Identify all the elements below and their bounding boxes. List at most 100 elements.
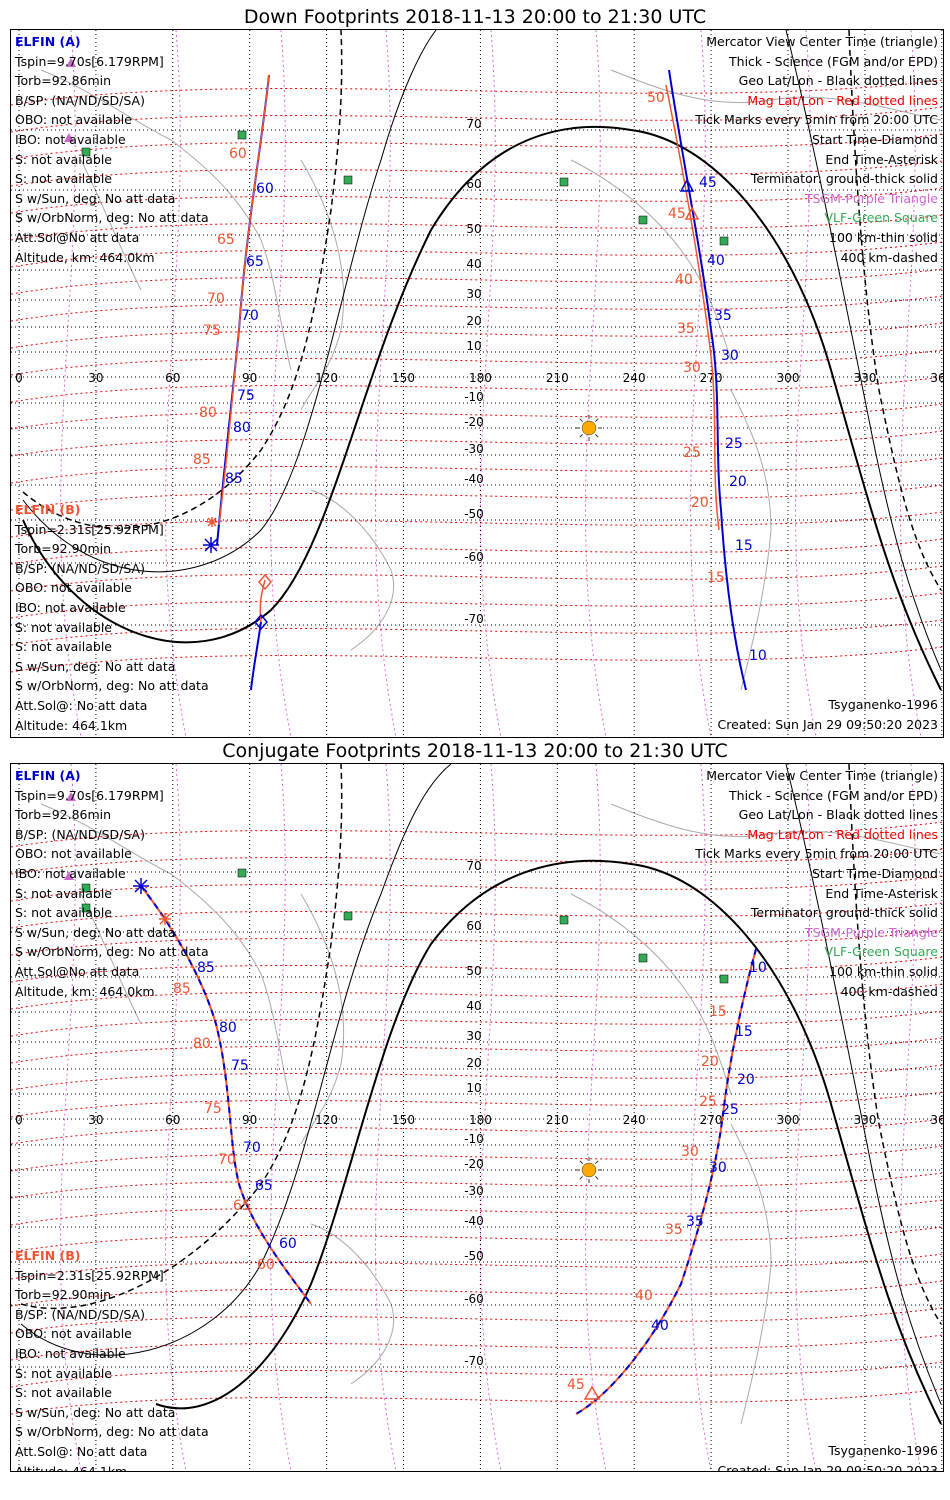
elfin-a-tick-label: 80 — [233, 420, 251, 436]
elfin-a-attsol: Att.Sol@No att data — [15, 963, 140, 979]
mag-lon-line — [795, 30, 817, 737]
elfin-a-label: ELFIN (A) — [15, 34, 81, 49]
elfin-a-tick-label: 25 — [721, 1102, 739, 1118]
elfin-b-tspin: Tspin=2.31s[25.92RPM] — [15, 1267, 164, 1283]
down-footprints-title: Down Footprints 2018-11-13 20:00 to 21:3… — [243, 6, 707, 28]
vlf-green-square — [81, 883, 91, 893]
map-canvas[interactable]: 0 30 60 90 120 150 180 210 240 270 300 330 360 70 60 50… — [11, 764, 943, 1471]
elfin-b-sun-angle: S w/Sun, deg: No att data — [15, 658, 176, 674]
elfin-b-tick-label: 25 — [699, 1094, 717, 1110]
lon-label: 270 — [700, 1113, 723, 1127]
lat-label: 10 — [466, 1081, 481, 1095]
vlf-green-square — [237, 868, 247, 878]
elfin-b-center-triangle — [684, 206, 700, 220]
sun-ray — [579, 434, 583, 438]
mag-lon-line — [795, 764, 817, 1471]
elfin-b-tick-label: 35 — [665, 1222, 683, 1238]
elfin-a-tick-label: 75 — [237, 388, 255, 404]
elfin-b-label: ELFIN (B) — [15, 502, 81, 517]
sun-disk — [581, 1162, 597, 1178]
vlf-green-square — [559, 915, 569, 925]
elfin-b-tick-label: 40 — [675, 272, 693, 288]
lat-label: -60 — [464, 550, 484, 564]
elfin-b-info: ELFIN (B) Tspin=2.31s[25.92RPM] Torb=92.… — [15, 1246, 209, 1471]
elfin-a-tick-label: 70 — [243, 1140, 261, 1156]
legend-end-time: End Time-Asterisk — [825, 885, 938, 901]
conjugate-footprints-map[interactable]: 0 30 60 90 120 150 180 210 240 270 300 330 360 70 60 50… — [10, 763, 944, 1472]
elfin-a-tick-label: 80 — [219, 1020, 237, 1036]
elfin-a-s2: S: not available — [15, 171, 112, 187]
conjugate-footprints-title: Conjugate Footprints 2018-11-13 20:00 to… — [222, 740, 728, 762]
mag-lon-line — [270, 30, 292, 737]
elfin-b-tick-label: 80 — [193, 1036, 211, 1052]
lat-label: 10 — [466, 339, 481, 353]
elfin-b-torb: Torb=92.90min — [15, 541, 112, 557]
elfin-b-center-triangle — [583, 1385, 601, 1400]
lat-label: -50 — [464, 1249, 484, 1263]
coastline — [730, 389, 772, 691]
elfin-a-s1: S: not available — [15, 885, 112, 901]
down-footprints-map[interactable]: 0 30 60 90 120 150 180 210 240 270 300 330 360 70 60 50… — [10, 29, 944, 738]
lat-label: 50 — [466, 222, 481, 236]
elfin-b-track-west — [218, 74, 270, 526]
elfin-b-label: ELFIN (B) — [15, 1248, 81, 1263]
elfin-b-tick-label: 30 — [681, 1144, 699, 1160]
mag-lon-line — [375, 764, 397, 1471]
elfin-a-sun-angle: S w/Sun, deg: No att data — [15, 924, 176, 940]
lat-label: -70 — [464, 612, 484, 626]
elfin-a-tspin: Tspin=9.70s[6.179RPM] — [15, 787, 164, 803]
vlf-green-square — [237, 130, 247, 140]
lon-label: 180 — [469, 371, 492, 385]
legend-mag-grid: Mag Lat/Lon - Red dotted lines — [747, 826, 938, 842]
terminator-ground-line — [155, 859, 942, 1425]
mag-lon-line — [165, 30, 187, 737]
lat-label: 20 — [466, 1056, 481, 1070]
elfin-b-s2: S: not available — [15, 639, 112, 655]
elfin-b-orbnorm: S w/OrbNorm, deg: No att data — [15, 1424, 209, 1440]
elfin-b-tick-label: 85 — [173, 981, 191, 997]
elfin-b-ibo: IBO: not available — [15, 599, 126, 615]
elfin-a-attsol: Att.Sol@No att data — [15, 229, 140, 245]
lon-label: 180 — [469, 1113, 492, 1127]
elfin-a-tick-label: 30 — [721, 348, 739, 364]
elfin-a-tick-label: 25 — [725, 436, 743, 452]
sun-ray — [595, 1160, 599, 1164]
elfin-b-bsp: B/SP: (NA/ND/SD/SA) — [15, 1306, 145, 1322]
elfin-a-obo: OBO: not available — [15, 846, 132, 862]
mag-lon-line — [60, 764, 82, 1471]
lon-label: 240 — [623, 1113, 646, 1127]
lat-label: -40 — [464, 472, 484, 486]
sun-ray — [579, 1160, 583, 1164]
elfin-b-tick-label: 30 — [683, 360, 701, 376]
map-canvas[interactable]: 0 30 60 90 120 150 180 210 240 270 300 330 360 70 60 50… — [11, 30, 943, 737]
elfin-a-torb: Torb=92.86min — [15, 73, 112, 89]
elfin-b-tick-label: 40 — [635, 1288, 653, 1304]
terminator-100km-line-east — [785, 764, 942, 1405]
elfin-b-tick-label: 65 — [233, 1198, 251, 1214]
legend-vlf: VLF-Green Square — [824, 944, 938, 960]
mag-lon-line — [480, 30, 502, 737]
map-legend: Mercator View Center Time (triangle) Thi… — [695, 32, 938, 267]
elfin-b-orbnorm: S w/OrbNorm, deg: No att data — [15, 678, 209, 694]
elfin-b-tick-label: 70 — [207, 291, 225, 307]
elfin-b-tick-label: 15 — [707, 570, 725, 586]
mag-lon-line — [60, 30, 82, 737]
mag-lon-line — [900, 30, 922, 737]
lon-label: 0 — [15, 1113, 23, 1127]
elfin-a-track-east — [668, 69, 747, 691]
lon-label: 360 — [930, 1113, 943, 1127]
elfin-a-tick-label: 35 — [714, 308, 732, 324]
coastline — [610, 803, 942, 855]
elfin-b-s1: S: not available — [15, 1365, 112, 1381]
lat-label: -10 — [464, 390, 484, 404]
lon-label: 60 — [165, 371, 180, 385]
model-label: Tsyganenko-1996 — [828, 697, 938, 712]
legend-100km: 100 km-thin solid — [829, 229, 938, 245]
legend-science: Thick - Science (FGM and/or EPD) — [729, 53, 938, 69]
lat-label: 60 — [466, 177, 481, 191]
lon-label: 270 — [700, 371, 723, 385]
terminator-100km-line — [22, 30, 437, 573]
coastline — [570, 893, 732, 1095]
terminator-ground-line — [22, 125, 942, 691]
vlf-green-square — [638, 953, 648, 963]
